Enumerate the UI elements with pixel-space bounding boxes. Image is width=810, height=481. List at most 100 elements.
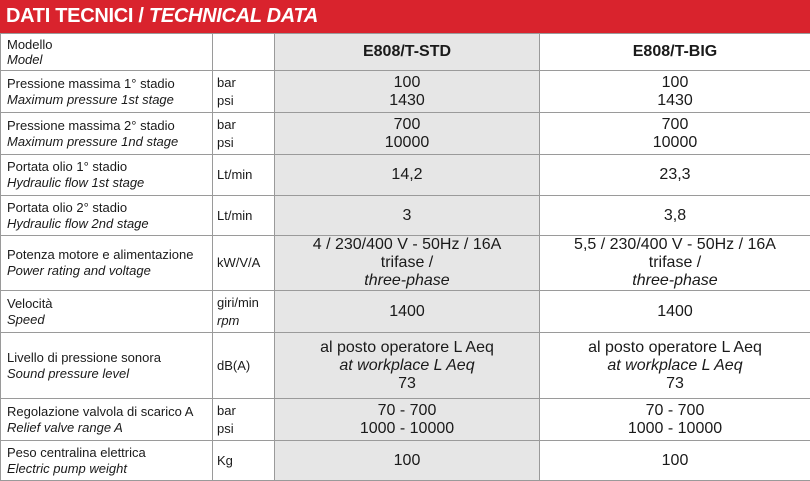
row-label-cell: Pressione massima 2° stadio Maximum pres… xyxy=(0,112,213,155)
std-value-cell: 700 10000 xyxy=(274,112,540,155)
unit-primary: Lt/min xyxy=(217,207,253,223)
table-row: Portata olio 2° stadio Hydraulic flow 2n… xyxy=(0,195,810,236)
big-value-3: 73 xyxy=(666,374,684,392)
table-row: Livello di pressione sonora Sound pressu… xyxy=(0,332,810,399)
row-label-cell: Pressione massima 1° stadio Maximum pres… xyxy=(0,70,213,113)
big-value-2: trifase / three-phase xyxy=(540,254,810,290)
row-label-en: Maximum pressure 1st stage xyxy=(7,91,174,107)
model-unit-cell xyxy=(212,33,275,71)
big-value-2: 1430 xyxy=(657,91,693,109)
row-label-cell: Regolazione valvola di scarico A Relief … xyxy=(0,398,213,441)
row-unit-cell: kW/V/A xyxy=(212,235,275,291)
std-phase-it: trifase / xyxy=(380,254,434,271)
row-label-it: Peso centralina elettrica xyxy=(7,444,146,460)
model-label-cell: Modello Model xyxy=(0,33,213,71)
row-label-en: Speed xyxy=(7,311,45,327)
std-value-cell: 3 xyxy=(274,195,540,236)
big-value-1: 100 xyxy=(661,451,689,469)
section-title-bar: DATI TECNICI / TECHNICAL DATA xyxy=(0,0,810,33)
row-label-en: Electric pump weight xyxy=(7,460,127,476)
unit-primary: giri/min xyxy=(217,294,259,310)
std-value-2: trifase / three-phase xyxy=(275,254,539,290)
row-unit-cell: bar psi xyxy=(212,398,275,441)
std-value-1: 70 - 700 xyxy=(377,401,437,419)
big-value-1: 700 xyxy=(661,115,689,133)
row-label-en: Relief valve range A xyxy=(7,419,123,435)
row-unit-cell: Kg xyxy=(212,440,275,481)
unit-secondary: psi xyxy=(217,420,234,436)
row-unit-cell: dB(A) xyxy=(212,332,275,399)
big-value-cell: 1400 xyxy=(539,290,810,333)
big-value-cell: 100 1430 xyxy=(539,70,810,113)
table-row: Regolazione valvola di scarico A Relief … xyxy=(0,398,810,441)
std-value-3: 73 xyxy=(398,374,416,392)
std-value-cell: 1400 xyxy=(274,290,540,333)
row-label-it: Regolazione valvola di scarico A xyxy=(7,403,194,419)
big-value-2: 1000 - 10000 xyxy=(627,419,723,437)
row-label-it: Livello di pressione sonora xyxy=(7,349,161,365)
model-label-en: Model xyxy=(7,52,43,67)
big-value-cell: 3,8 xyxy=(539,195,810,236)
table-row: Velocità Speed giri/min rpm 1400 1400 xyxy=(0,290,810,333)
big-value-cell: 700 10000 xyxy=(539,112,810,155)
row-label-cell: Portata olio 1° stadio Hydraulic flow 1s… xyxy=(0,154,213,196)
std-value-cell: 14,2 xyxy=(274,154,540,196)
unit-primary: Lt/min xyxy=(217,167,253,182)
row-label-it: Potenza motore e alimentazione xyxy=(7,247,194,262)
row-unit-cell: bar psi xyxy=(212,112,275,155)
table-row: Pressione massima 2° stadio Maximum pres… xyxy=(0,112,810,155)
unit-primary: kW/V/A xyxy=(217,255,261,270)
std-value-1: 100 xyxy=(393,451,421,469)
std-value-cell: al posto operatore L Aeq at workplace L … xyxy=(274,332,540,399)
std-value-2: 1430 xyxy=(389,91,425,109)
model-label-it: Modello xyxy=(7,37,53,52)
std-value-cell: 4 / 230/400 V - 50Hz / 16A trifase / thr… xyxy=(274,235,540,291)
std-value-1: al posto operatore L Aeq xyxy=(320,338,494,356)
row-label-it: Pressione massima 2° stadio xyxy=(7,117,175,133)
big-value-cell: 5,5 / 230/400 V - 50Hz / 16A trifase / t… xyxy=(539,235,810,291)
row-label-en: Hydraulic flow 2nd stage xyxy=(7,215,149,231)
unit-primary: bar xyxy=(217,116,236,132)
big-phase-it: trifase / xyxy=(648,254,702,271)
unit-primary: bar xyxy=(217,402,236,418)
unit-secondary: psi xyxy=(217,134,234,150)
unit-secondary: rpm xyxy=(217,312,240,328)
std-value-cell: 100 xyxy=(274,440,540,481)
row-label-cell: Velocità Speed xyxy=(0,290,213,333)
technical-data-table: Modello Model E808/T-STD E808/T-BIG Pres… xyxy=(0,33,810,481)
row-unit-cell: Lt/min xyxy=(212,195,275,236)
big-value-2: at workplace L Aeq xyxy=(607,356,743,374)
row-label-cell: Peso centralina elettrica Electric pump … xyxy=(0,440,213,481)
std-value-1: 3 xyxy=(402,206,412,224)
row-label-cell: Potenza motore e alimentazione Power rat… xyxy=(0,235,213,291)
row-label-cell: Livello di pressione sonora Sound pressu… xyxy=(0,332,213,399)
big-value-cell: 70 - 700 1000 - 10000 xyxy=(539,398,810,441)
row-unit-cell: bar psi xyxy=(212,70,275,113)
big-value-cell: 23,3 xyxy=(539,154,810,196)
std-phase-en: three-phase xyxy=(364,272,450,289)
unit-primary: dB(A) xyxy=(217,357,251,373)
std-value-1: 14,2 xyxy=(391,166,423,183)
std-value-1: 1400 xyxy=(389,302,425,320)
big-value-1: al posto operatore L Aeq xyxy=(588,338,762,356)
unit-primary: bar xyxy=(217,74,236,90)
row-unit-cell: Lt/min xyxy=(212,154,275,196)
big-value-1: 23,3 xyxy=(659,166,691,183)
std-value-1: 100 xyxy=(393,73,421,91)
row-label-en: Power rating and voltage xyxy=(7,263,151,278)
std-value-2: at workplace L Aeq xyxy=(339,356,475,374)
std-value-1: 4 / 230/400 V - 50Hz / 16A xyxy=(312,236,502,253)
row-label-it: Pressione massima 1° stadio xyxy=(7,75,175,91)
row-label-cell: Portata olio 2° stadio Hydraulic flow 2n… xyxy=(0,195,213,236)
model-big-heading: E808/T-BIG xyxy=(539,33,810,71)
big-value-cell: 100 xyxy=(539,440,810,481)
big-value-2: 10000 xyxy=(652,133,698,151)
row-label-it: Portata olio 1° stadio xyxy=(7,159,128,174)
big-value-1: 3,8 xyxy=(663,206,687,224)
big-value-1: 5,5 / 230/400 V - 50Hz / 16A xyxy=(574,236,776,253)
model-std-heading: E808/T-STD xyxy=(274,33,540,71)
title-english: TECHNICAL DATA xyxy=(148,5,319,27)
table-row-model: Modello Model E808/T-STD E808/T-BIG xyxy=(0,33,810,71)
big-phase-en: three-phase xyxy=(632,272,718,289)
std-value-cell: 70 - 700 1000 - 10000 xyxy=(274,398,540,441)
